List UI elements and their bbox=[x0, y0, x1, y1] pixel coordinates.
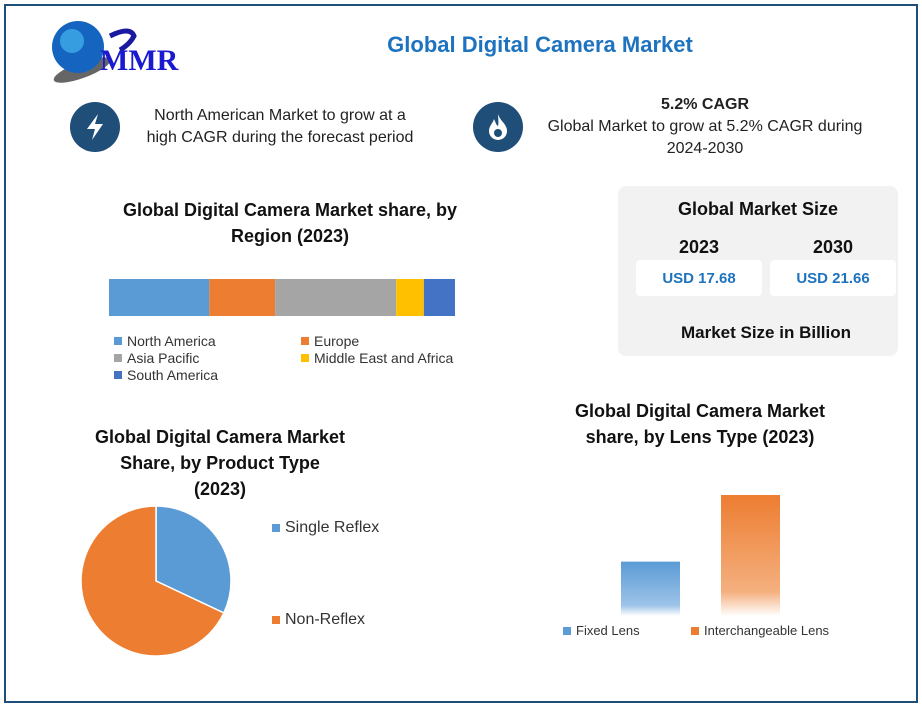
legend-label: Europe bbox=[314, 333, 360, 349]
value-2023: USD 17.68 bbox=[636, 260, 762, 296]
infographic-frame bbox=[4, 4, 918, 703]
region-chart-title: Global Digital Camera Market share, by R… bbox=[90, 197, 490, 249]
highlight-2: 5.2% CAGR Global Market to grow at 5.2% … bbox=[535, 94, 875, 160]
legend-interchangeable-lens: Interchangeable Lens bbox=[691, 623, 829, 638]
product-title-line-2: Share, by Product Type bbox=[120, 453, 320, 473]
region-segment-middle-east-and-africa bbox=[396, 279, 424, 316]
highlight-2-line-1: Global Market to grow at 5.2% CAGR durin… bbox=[547, 118, 863, 135]
legend-swatch bbox=[114, 354, 122, 362]
region-segment-south-america bbox=[423, 279, 455, 316]
product-title-line-3: (2023) bbox=[193, 479, 247, 499]
legend-label: Single Reflex bbox=[285, 519, 380, 536]
lens-bar-chart bbox=[621, 495, 780, 616]
legend-label: Fixed Lens bbox=[576, 623, 640, 638]
legend-label: Non-Reflex bbox=[285, 611, 366, 628]
pie-slice-single-reflex bbox=[155, 505, 232, 614]
legend-label: South America bbox=[127, 367, 219, 383]
legend-label: Asia Pacific bbox=[127, 350, 200, 366]
globe-logo-icon bbox=[52, 21, 137, 83]
highlight-2-line-2: 2024-2030 bbox=[666, 140, 744, 157]
page-title: Global Digital Camera Market bbox=[387, 32, 693, 57]
flame-icon bbox=[473, 102, 523, 152]
value-2030: USD 21.66 bbox=[770, 260, 896, 296]
logo-text: MMR bbox=[100, 44, 179, 77]
region-segment-asia-pacific bbox=[275, 279, 397, 316]
lightning-icon bbox=[70, 102, 120, 152]
region-segment-north-america bbox=[109, 279, 210, 316]
lens-chart-title: Global Digital Camera Market share, by L… bbox=[530, 398, 870, 450]
market-size-panel: Global Market Size 2023 2030 USD 17.68 U… bbox=[618, 186, 898, 356]
region-legend-item: Middle East and Africa bbox=[301, 350, 481, 366]
region-legend-item: Asia Pacific bbox=[114, 350, 301, 366]
market-size-footer: Market Size in Billion bbox=[680, 323, 852, 342]
year-2023: 2023 bbox=[678, 237, 720, 257]
highlight-1-line-2: high CAGR during the forecast period bbox=[146, 129, 414, 146]
region-title-line-2: Region (2023) bbox=[230, 226, 350, 246]
legend-non-reflex: Non-Reflex bbox=[272, 611, 365, 629]
legend-label: Interchangeable Lens bbox=[704, 623, 830, 638]
market-size-title: Global Market Size bbox=[677, 199, 839, 219]
highlight-1-line-1: North American Market to grow at a bbox=[154, 107, 406, 124]
legend-swatch bbox=[301, 337, 309, 345]
legend-label: Middle East and Africa bbox=[314, 350, 454, 366]
pie-slice-non-reflex bbox=[80, 505, 225, 657]
region-legend-item: Europe bbox=[301, 333, 481, 349]
legend-label: North America bbox=[127, 333, 216, 349]
lens-bar-interchangeable-lens bbox=[721, 495, 780, 616]
legend-swatch bbox=[114, 337, 122, 345]
product-title-line-1: Global Digital Camera Market bbox=[94, 427, 346, 447]
legend-swatch bbox=[114, 371, 122, 379]
region-title-line-1: Global Digital Camera Market share, by bbox=[122, 200, 458, 220]
region-stacked-bar bbox=[109, 279, 455, 316]
region-legend: North America Europe Asia Pacific Middle Ea… bbox=[114, 333, 474, 383]
product-chart-title: Global Digital Camera Market Share, by P… bbox=[60, 424, 380, 502]
product-pie bbox=[80, 505, 232, 657]
lens-title-line-1: Global Digital Camera Market bbox=[574, 401, 826, 421]
legend-swatch bbox=[301, 354, 309, 362]
highlight-1: North American Market to grow at a high … bbox=[130, 105, 430, 149]
region-segment-europe bbox=[209, 279, 276, 316]
lens-title-line-2: share, by Lens Type (2023) bbox=[585, 427, 815, 447]
year-2030: 2030 bbox=[812, 237, 854, 257]
region-legend-item: South America bbox=[114, 367, 301, 383]
mmr-logo: MMR bbox=[30, 14, 200, 88]
lens-bar-fixed-lens bbox=[621, 561, 680, 616]
legend-fixed-lens: Fixed Lens bbox=[563, 623, 640, 638]
legend-single-reflex: Single Reflex bbox=[272, 519, 379, 537]
region-legend-item: North America bbox=[114, 333, 301, 349]
cagr-headline: 5.2% CAGR bbox=[660, 96, 750, 113]
